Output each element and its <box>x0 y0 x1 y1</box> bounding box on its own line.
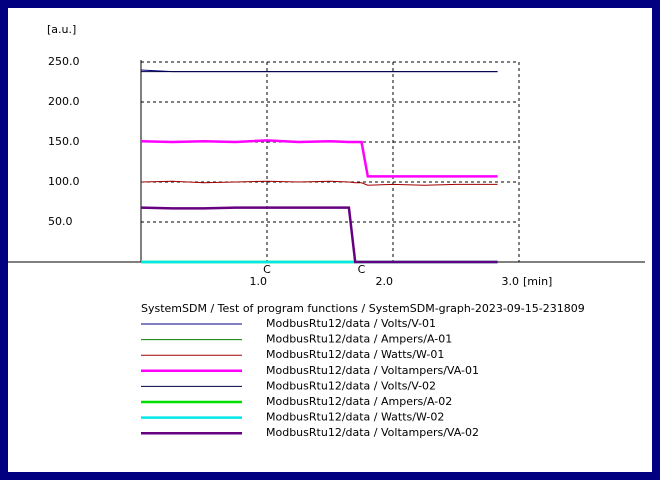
annotation: C <box>358 263 366 276</box>
series-line <box>140 180 498 186</box>
legend-label: ModbusRtu12/data / Ampers/A-01 <box>266 333 452 346</box>
y-tick-label: 50.0 <box>48 215 73 228</box>
legend-label: ModbusRtu12/data / Watts/W-01 <box>266 348 444 361</box>
annotation: C <box>263 263 271 276</box>
x-tick-label: 3.0 <box>502 275 520 288</box>
canvas <box>8 8 652 472</box>
y-tick-label: 100.0 <box>48 175 80 188</box>
y-tick-label: 200.0 <box>48 95 80 108</box>
legend-label: ModbusRtu12/data / Watts/W-02 <box>266 411 444 424</box>
legend-label: ModbusRtu12/data / Voltampers/VA-02 <box>266 426 479 439</box>
legend-label: ModbusRtu12/data / Volts/V-01 <box>266 317 436 330</box>
x-tick-label: 2.0 <box>376 275 394 288</box>
x-axis-label: [min] <box>523 275 552 288</box>
x-tick-label: 1.0 <box>250 275 268 288</box>
legend-title: SystemSDM / Test of program functions / … <box>141 302 585 315</box>
series-line <box>140 206 498 264</box>
y-tick-label: 150.0 <box>48 135 80 148</box>
series-line <box>140 139 498 178</box>
legend-label: ModbusRtu12/data / Volts/V-02 <box>266 379 436 392</box>
y-axis-label: [a.u.] <box>47 23 76 36</box>
y-tick-label: 250.0 <box>48 55 80 68</box>
legend-label: ModbusRtu12/data / Voltampers/VA-01 <box>266 364 479 377</box>
legend-label: ModbusRtu12/data / Ampers/A-02 <box>266 395 452 408</box>
